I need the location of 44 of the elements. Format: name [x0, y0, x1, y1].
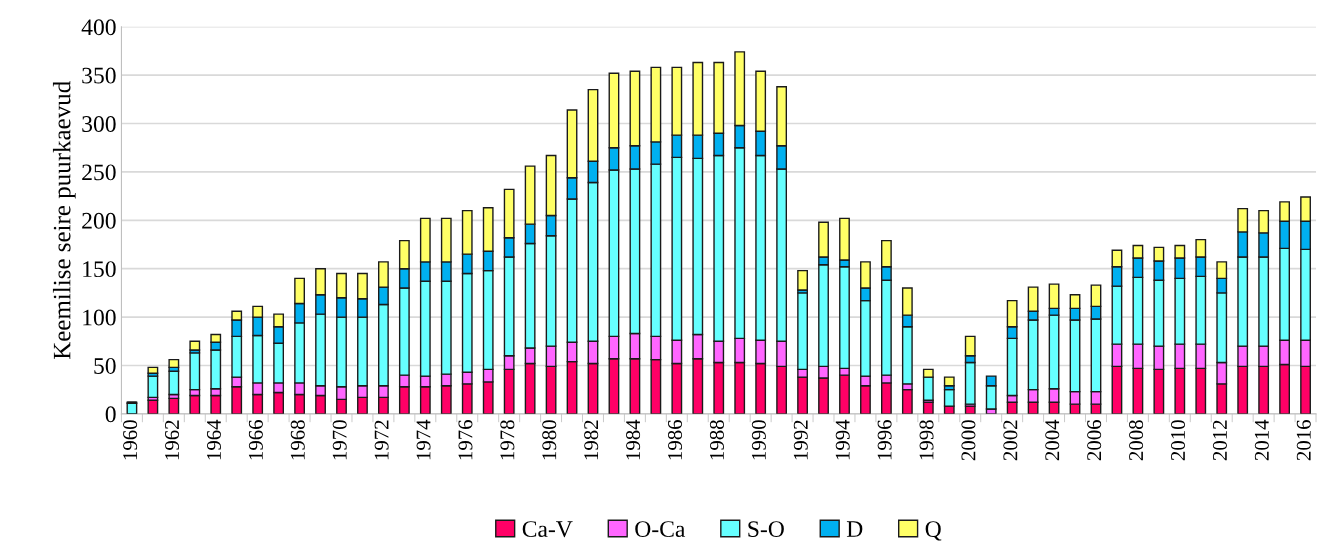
x-tick-label: 1968	[290, 420, 305, 460]
x-tick-label: 1994	[835, 419, 850, 460]
legend-label: Q	[925, 521, 942, 541]
y-tick-label: 350	[82, 67, 116, 84]
x-tick-label: 1996	[877, 420, 892, 460]
x-tick-label: 1988	[709, 420, 724, 460]
x-tick-label: 1972	[374, 420, 389, 460]
y-tick-label: 250	[82, 164, 116, 181]
x-tick-label: 1982	[584, 420, 599, 460]
y-tick-label: 400	[81, 19, 116, 36]
x-tick-label: 2000	[961, 420, 976, 461]
x-tick-label: 1966	[248, 420, 263, 460]
x-tick-label: 1998	[919, 420, 934, 460]
x-tick-label: 1984	[626, 419, 641, 460]
x-tick-label: 1970	[332, 420, 347, 460]
x-tick-label: 1986	[667, 420, 683, 460]
y-tick-label: 100	[83, 309, 116, 326]
legend-label: O-Ca	[635, 521, 686, 538]
x-tick-label: 2006	[1087, 420, 1102, 461]
x-tick-label: 1960	[123, 420, 138, 460]
legend-label: Ca-V	[522, 521, 573, 538]
y-axis-title: Keemilise seire puurkaevud	[52, 81, 76, 360]
x-tick-label: 1980	[542, 420, 557, 460]
x-tick-label: 2014	[1254, 419, 1269, 461]
x-tick-label: 2002	[1003, 420, 1018, 461]
x-tick-label: 1990	[751, 420, 766, 460]
x-tick-label: 2012	[1212, 420, 1227, 461]
x-tick-label: 1992	[793, 420, 808, 460]
y-tick-label: 200	[82, 212, 116, 229]
x-tick-label: 2008	[1129, 420, 1144, 461]
y-tick-label: 0	[105, 406, 116, 423]
x-tick-label: 1962	[165, 420, 180, 460]
x-tick-label: 2004	[1045, 419, 1060, 461]
x-tick-label: 1974	[416, 419, 431, 460]
y-tick-label: 300	[82, 116, 116, 132]
y-tick-label: 150	[83, 261, 116, 278]
x-tick-label: 2016	[1296, 420, 1311, 461]
x-tick-label: 1964	[206, 419, 221, 460]
y-tick-label: 50	[94, 357, 116, 374]
legend-label: D	[846, 521, 863, 537]
x-tick-label: 1976	[458, 420, 473, 460]
x-tick-label: 2010	[1170, 420, 1186, 461]
legend-label: S-O	[748, 521, 784, 538]
x-tick-label: 1978	[500, 420, 515, 460]
